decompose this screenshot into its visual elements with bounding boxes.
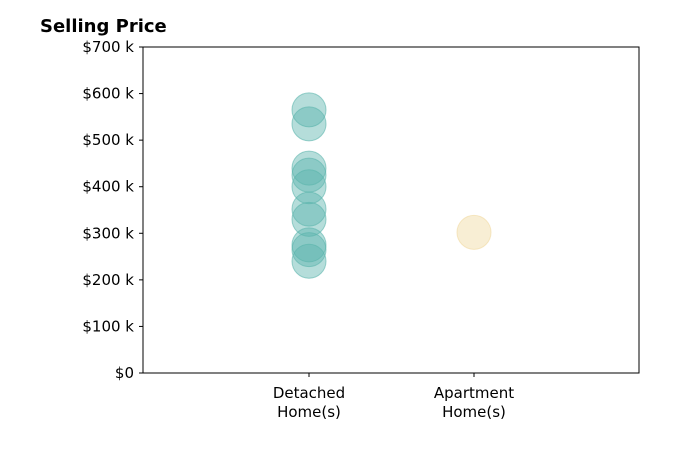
y-axis: $0 $100 k $200 k $300 k $400 k $500 k $600 k $7…: [82, 38, 143, 382]
data-point-s0-7: [291, 227, 327, 263]
plot-area-frame: [142, 46, 640, 374]
data-point-s1-0: [456, 214, 492, 250]
data-point-s0-5: [291, 191, 327, 227]
y-tick-label-3: $300 k: [82, 224, 134, 242]
y-tick-label-2: $200 k: [82, 271, 134, 289]
y-tick-label-7: $700 k: [82, 38, 134, 56]
data-point-s0-9: [291, 243, 327, 279]
chart-title: Selling Price: [40, 16, 167, 37]
data-point-s0-1: [291, 106, 327, 142]
y-tick-label-6: $600 k: [82, 85, 134, 103]
y-tick-label-5: $500 k: [82, 131, 134, 149]
x-axis: Detached Home(s) Apartment Home(s): [273, 373, 514, 421]
data-point-s0-0: [291, 92, 327, 128]
x-tick-label-0: Detached Home(s): [273, 384, 345, 421]
data-points: [291, 92, 492, 279]
data-point-s0-2: [291, 150, 327, 186]
x-tick-label-1: Apartment Home(s): [434, 384, 514, 421]
data-point-s0-6: [291, 201, 327, 237]
data-point-s0-8: [291, 232, 327, 268]
y-tick-label-0: $0: [115, 364, 134, 382]
data-point-s0-4: [291, 169, 327, 205]
y-tick-label-1: $100 k: [82, 317, 134, 335]
y-tick-label-4: $400 k: [82, 178, 134, 196]
